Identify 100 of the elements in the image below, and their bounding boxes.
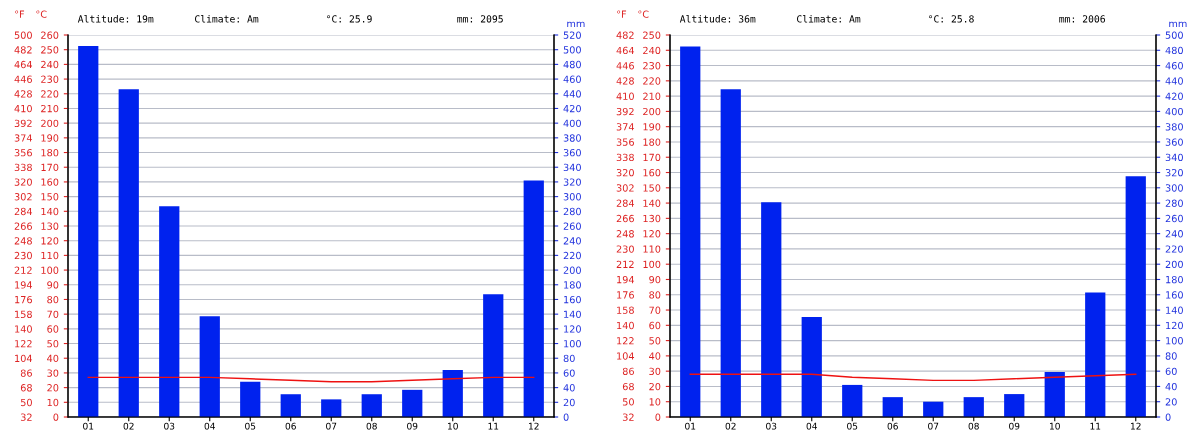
y-tick-label: 250: [643, 31, 661, 39]
y2-tick-label: 440: [1165, 77, 1183, 85]
y-tick-label: 40: [47, 354, 59, 363]
y-tick-label: 10: [47, 398, 59, 407]
y2-tick-label: 460: [563, 75, 581, 83]
y3-tick-label: 266: [14, 222, 32, 230]
y3-tick-label: 230: [14, 251, 32, 260]
y2-tick-label: 140: [1166, 306, 1183, 314]
y2-tick-label: 320: [1165, 169, 1183, 177]
y2-tick-label: 120: [1166, 321, 1183, 330]
x-tick-label: 02: [123, 422, 134, 430]
y2-tick-label: 300: [563, 193, 581, 201]
y-tick-label: 140: [643, 199, 661, 207]
y3-tick-label: 500: [14, 31, 32, 39]
y3-tick-label: 428: [14, 90, 32, 98]
bar: [402, 389, 423, 417]
y2-tick-label: 320: [563, 178, 581, 186]
y3-tick-label: 212: [14, 266, 32, 274]
y-tick-label: 220: [41, 90, 59, 98]
x-tick-label: 06: [887, 422, 898, 430]
y2-tick-label: 260: [563, 222, 581, 230]
y-tick-label: 40: [649, 352, 661, 360]
x-tick-label: 04: [806, 422, 817, 430]
x-tick-label: 08: [366, 422, 377, 430]
y2-tick-label: 200: [1165, 260, 1183, 269]
y3-tick-label: 104: [617, 352, 635, 360]
y3-tick-label: 338: [14, 163, 32, 172]
x-tick-label: 11: [488, 422, 499, 430]
bar: [842, 384, 863, 417]
x-tick-label: 06: [285, 422, 296, 430]
y-tick-label: 70: [649, 306, 661, 314]
y-tick-label: 20: [649, 382, 661, 391]
y2-tick-label: 400: [1165, 107, 1183, 116]
y-tick-label: 50: [649, 337, 661, 345]
y2-tick-label: 20: [563, 398, 575, 407]
bar: [361, 394, 382, 417]
y2-tick-label: 520: [563, 31, 581, 39]
bar: [963, 397, 984, 417]
text: Climate: Am: [195, 14, 259, 23]
y-tick-label: 90: [47, 281, 59, 289]
y2-tick-label: 40: [1165, 382, 1177, 391]
y-tick-label: 190: [643, 123, 661, 131]
bar: [523, 180, 544, 417]
y2-axis-title: mm: [1169, 21, 1187, 28]
y3-tick-label: 446: [616, 62, 634, 70]
y3-tick-label: 464: [14, 60, 33, 69]
y-tick-label: 0: [53, 413, 59, 421]
y-tick-label: 80: [649, 291, 661, 299]
y3-tick-label: 320: [616, 169, 634, 177]
y-tick-label: 60: [47, 325, 59, 333]
bar: [442, 369, 463, 417]
y2-tick-label: 480: [1165, 46, 1183, 55]
y2-tick-label: 260: [1165, 214, 1183, 223]
y3-tick-label: 374: [616, 123, 635, 131]
bar: [801, 316, 822, 417]
y2-tick-label: 200: [563, 266, 581, 274]
y3-tick-label: 50: [622, 398, 634, 406]
y2-tick-label: 220: [563, 251, 581, 260]
x-tick-label: 03: [164, 422, 175, 430]
y-tick-label: 50: [47, 340, 59, 348]
y2-tick-label: 360: [1165, 138, 1183, 146]
y2-tick-label: 60: [563, 369, 575, 377]
y-tick-label: 240: [41, 60, 59, 69]
bar: [1004, 394, 1025, 417]
text: mm: 2095: [457, 15, 503, 23]
y-tick-label: 120: [643, 230, 661, 238]
y2-tick-label: 60: [1165, 367, 1177, 375]
y2-tick-label: 380: [563, 134, 581, 142]
y2-tick-label: 220: [1165, 245, 1183, 253]
y-tick-label: 10: [649, 398, 661, 406]
bar: [1125, 176, 1146, 417]
y-tick-label: 160: [41, 178, 59, 186]
y3-tick-label: 212: [616, 260, 634, 268]
y-tick-label: 180: [41, 149, 59, 157]
y-tick-label: 130: [41, 222, 59, 230]
y-tick-label: 220: [643, 77, 661, 85]
y-tick-label: 20: [47, 384, 59, 392]
y-tick-label: 180: [643, 138, 661, 146]
bar: [882, 397, 903, 417]
y-tick-label: 240: [643, 46, 661, 55]
y2-tick-label: 100: [1166, 337, 1183, 345]
y-tick-label: 30: [649, 367, 661, 375]
y2-tick-label: 280: [1165, 199, 1183, 207]
y2-tick-label: 480: [563, 60, 581, 69]
y2-tick-label: 420: [563, 104, 581, 113]
y2-tick-label: 340: [563, 163, 581, 172]
y-tick-label: 170: [41, 163, 59, 172]
y-tick-label: 80: [47, 295, 59, 304]
y2-tick-label: 160: [1166, 291, 1183, 299]
y3-tick-label: 194: [15, 281, 33, 289]
x-tick-label: 10: [448, 422, 458, 430]
y-tick-label: 250: [41, 46, 59, 54]
bar: [118, 89, 139, 417]
y3-tick-label: 32: [622, 413, 634, 421]
y-tick-label: 0: [655, 413, 661, 421]
y3-tick-label: 356: [616, 138, 634, 146]
x-tick-label: 09: [407, 422, 418, 430]
y2-tick-label: 20: [1165, 398, 1177, 406]
bar: [280, 394, 301, 417]
y3-tick-label: 428: [616, 77, 634, 85]
